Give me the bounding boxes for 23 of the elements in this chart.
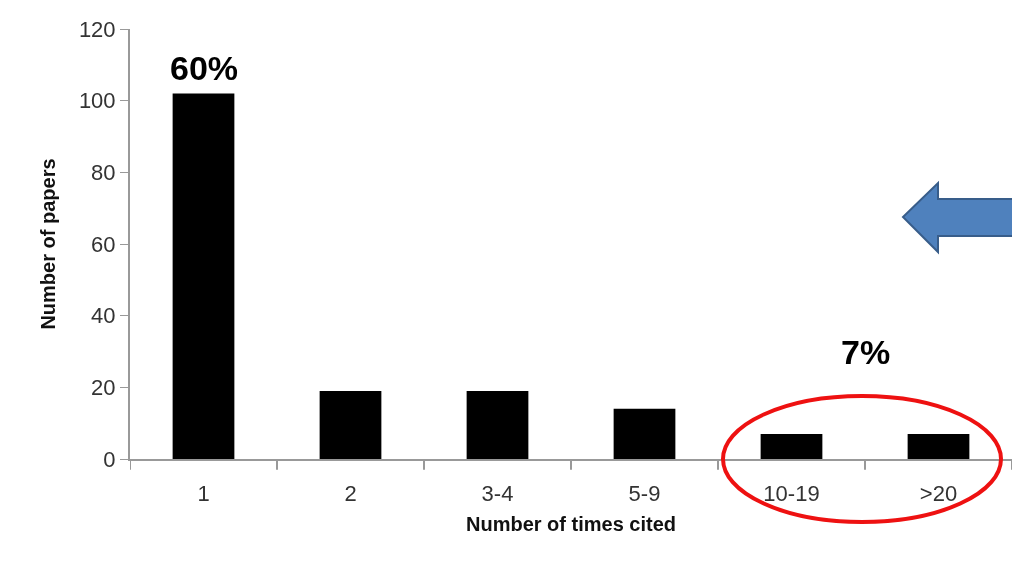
x-tick-label: 5-9 <box>628 481 661 507</box>
y-tick-label: 60 <box>91 231 116 257</box>
bar <box>319 390 382 459</box>
x-axis-title: Number of times cited <box>465 513 677 536</box>
y-tick-label: 100 <box>78 88 116 114</box>
x-tick-label: 3-4 <box>481 481 514 507</box>
y-tick-label: 20 <box>91 375 116 401</box>
x-tick-label: 1 <box>197 481 210 507</box>
y-tick-label: 40 <box>91 303 116 329</box>
annotation: 7% <box>841 333 891 371</box>
x-tick-label: >20 <box>919 481 958 507</box>
x-tick-label: 10-19 <box>763 481 820 507</box>
bar <box>172 93 235 459</box>
y-tick-label: 120 <box>78 16 116 42</box>
y-tick-label: 0 <box>103 446 116 472</box>
annotation: 60% <box>170 49 239 87</box>
x-tick-label: 2 <box>344 481 357 507</box>
y-tick-label: 80 <box>91 160 116 186</box>
bar <box>760 433 823 459</box>
bar <box>613 408 676 459</box>
bar <box>466 390 529 459</box>
y-axis-title: Number of papers <box>36 158 59 330</box>
bar <box>907 433 970 459</box>
